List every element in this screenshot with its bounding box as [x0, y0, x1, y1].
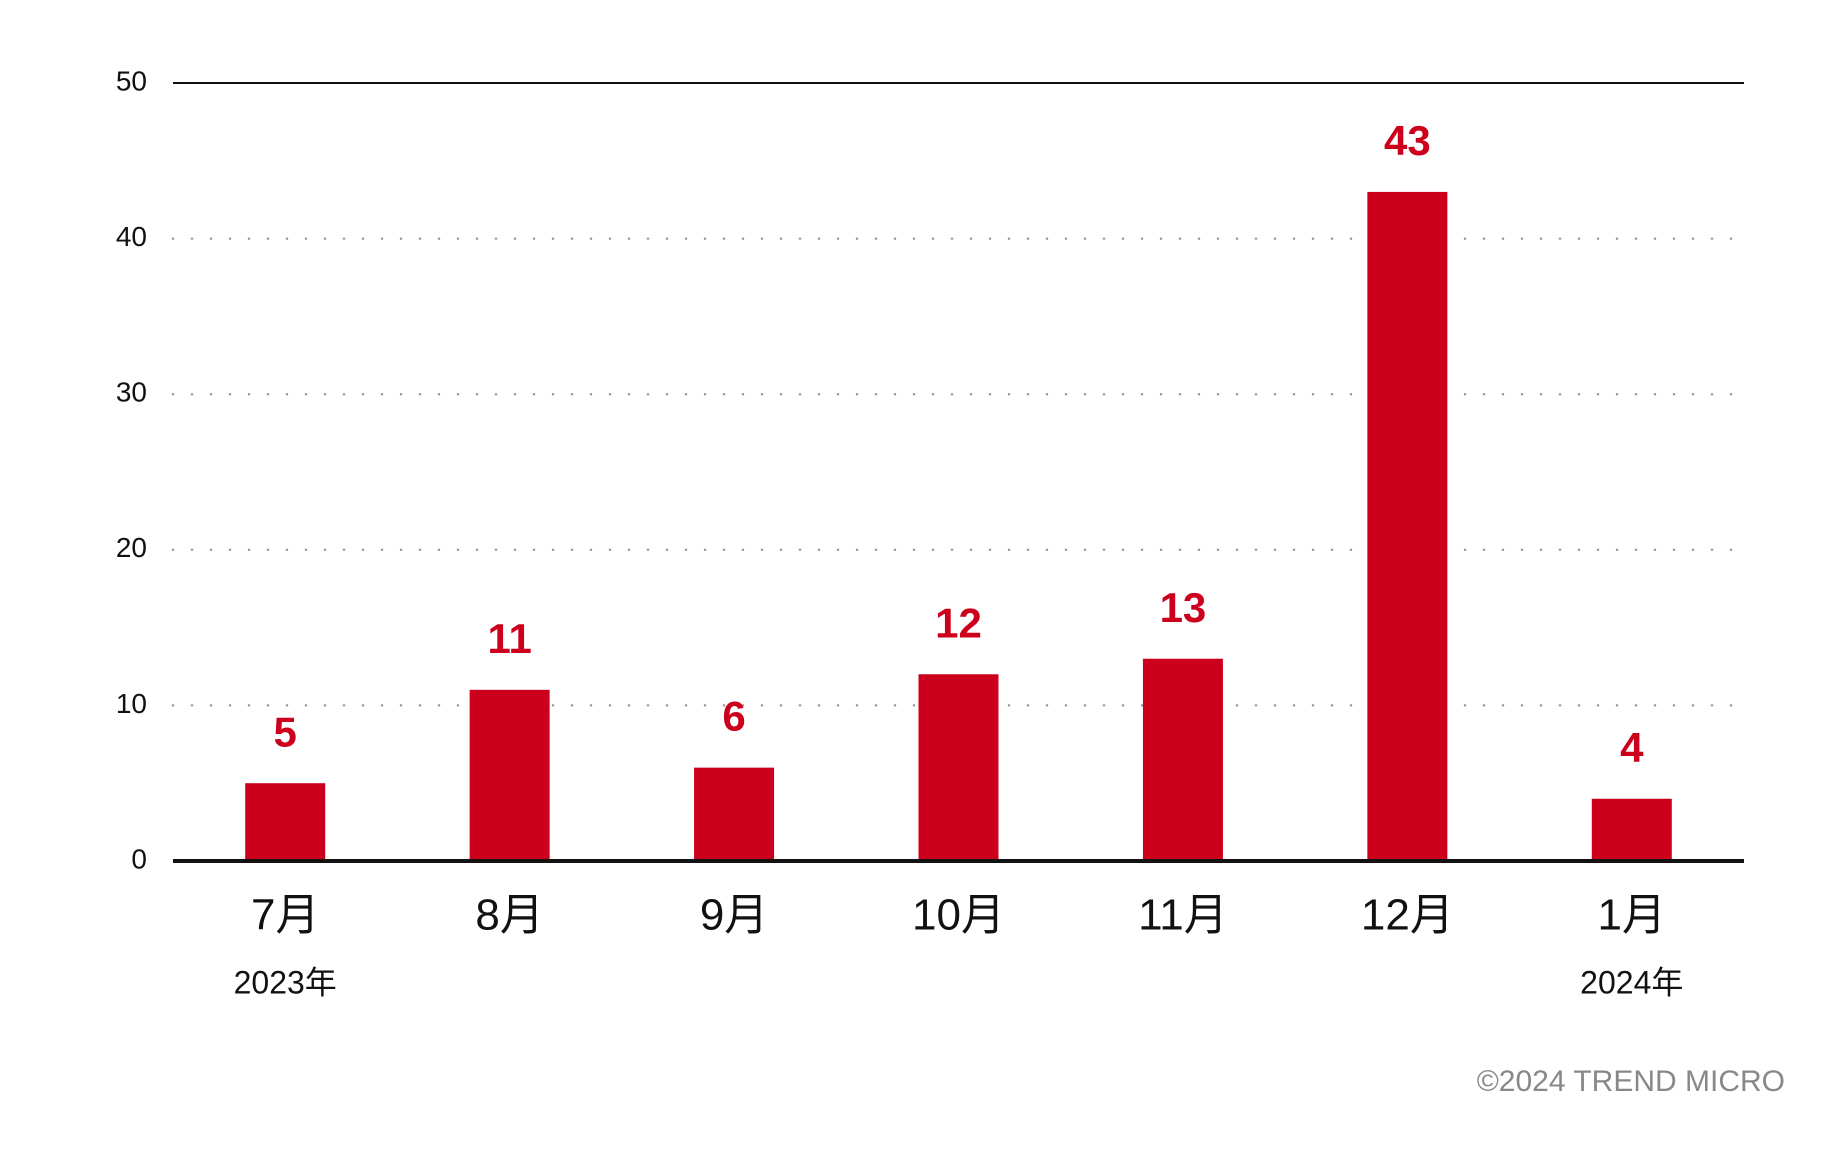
value-label: 13	[1160, 584, 1207, 631]
x-tick-label: 9月	[700, 891, 768, 940]
bar	[694, 767, 775, 861]
y-tick-label: 30	[116, 377, 147, 408]
y-tick-label: 0	[131, 843, 147, 874]
bar	[918, 674, 999, 861]
value-label: 4	[1620, 724, 1644, 771]
bar	[1142, 658, 1223, 861]
y-tick-label: 50	[116, 65, 147, 96]
bar	[1367, 191, 1448, 862]
x-tick-label: 1月	[1598, 891, 1666, 940]
y-tick-label: 20	[116, 532, 147, 563]
value-label: 12	[935, 599, 982, 646]
x-tick-label: 12月	[1361, 891, 1454, 940]
value-label: 5	[274, 708, 297, 755]
y-tick-label: 10	[116, 688, 147, 719]
bar	[245, 783, 326, 861]
x-tick-label: 10月	[912, 891, 1005, 940]
bar	[469, 689, 550, 861]
value-label: 11	[487, 615, 531, 662]
year-label: 2024年	[1580, 964, 1683, 1000]
bar	[1591, 798, 1672, 861]
x-tick-label: 7月	[251, 891, 319, 940]
value-label: 6	[722, 693, 745, 740]
y-tick-label: 40	[116, 221, 147, 252]
credit: ©2024 TREND MICRO	[1477, 1065, 1785, 1098]
x-tick-label: 8月	[475, 891, 543, 940]
x-tick-label: 11月	[1138, 891, 1228, 940]
year-label: 2023年	[234, 964, 337, 1000]
value-label: 43	[1384, 117, 1431, 164]
